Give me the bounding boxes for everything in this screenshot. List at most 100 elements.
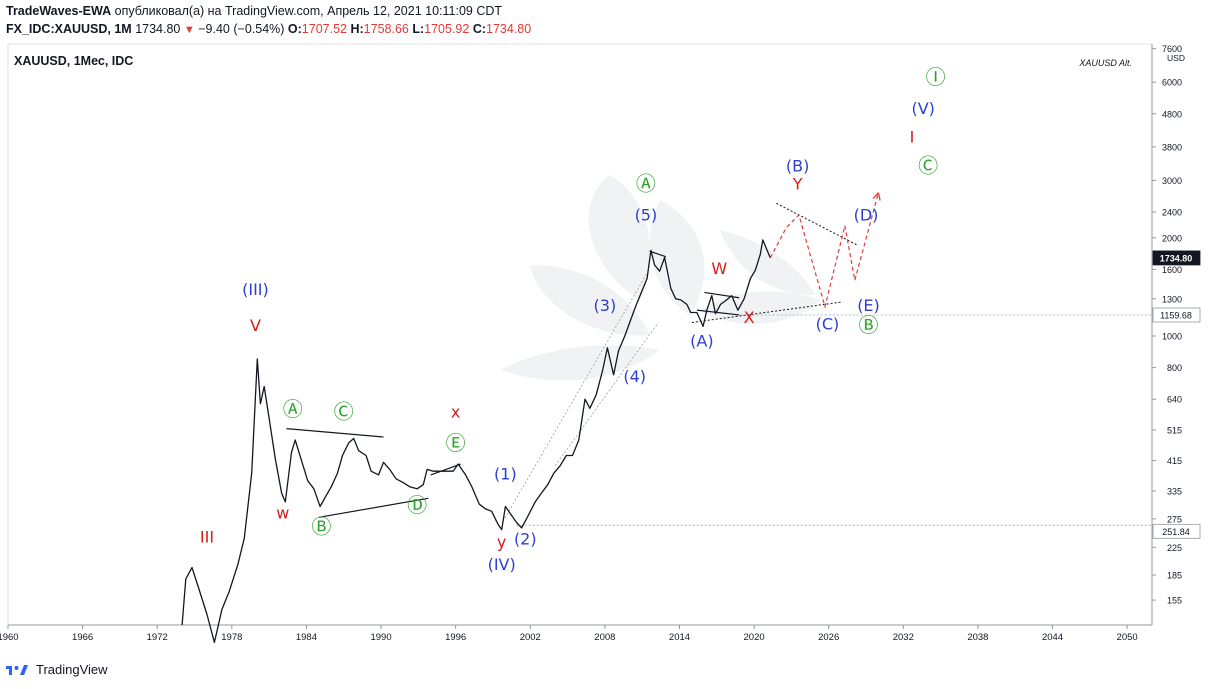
wave-label: Ⓘ bbox=[926, 65, 946, 89]
y-tick-label: 800 bbox=[1167, 363, 1182, 373]
x-tick-label: 1984 bbox=[296, 632, 317, 643]
y-tick-label: 415 bbox=[1167, 456, 1182, 466]
trendline bbox=[318, 497, 429, 518]
x-tick-label: 2020 bbox=[744, 632, 765, 643]
trendline bbox=[704, 291, 740, 299]
wave-label: Ⓑ bbox=[858, 313, 878, 337]
x-tick-label: 1978 bbox=[221, 632, 242, 643]
y-tick-label: 335 bbox=[1167, 486, 1182, 496]
y-tick-label: 4800 bbox=[1162, 109, 1182, 119]
high-value: 1758.66 bbox=[363, 22, 409, 36]
x-tick-label: 2026 bbox=[818, 632, 839, 643]
tradingview-watermark bbox=[500, 175, 820, 381]
price-tag-text: 1159.68 bbox=[1160, 310, 1192, 320]
wave-label: x bbox=[451, 403, 460, 422]
close-value: 1734.80 bbox=[486, 22, 532, 36]
wave-label: (5) bbox=[635, 206, 658, 225]
projection-arrowhead bbox=[872, 192, 881, 201]
x-tick-label: 2044 bbox=[1042, 632, 1063, 643]
wave-label: X bbox=[744, 308, 755, 327]
y-tick-label: 7600 bbox=[1162, 44, 1182, 54]
price-series bbox=[181, 239, 771, 644]
published-text: опубликовал(а) на TradingView.com, Апрел… bbox=[111, 4, 503, 18]
axis-ticks: 1960 1966 1972 1978 1984 1990 1996 2002 2008 2014… bbox=[0, 44, 1182, 643]
wave-label: (D) bbox=[854, 206, 879, 225]
y-tick-label: 155 bbox=[1167, 596, 1182, 606]
symbol-label: FX_IDC:XAUUSD, 1M bbox=[6, 22, 132, 36]
projection-path bbox=[769, 192, 881, 310]
down-arrow-icon: ▼ bbox=[183, 24, 195, 36]
x-tick-label: 1972 bbox=[147, 632, 168, 643]
wave-label: V bbox=[250, 316, 261, 335]
y-unit-label: USD bbox=[1167, 53, 1185, 63]
x-tick-label: 1960 bbox=[0, 632, 19, 643]
ohlc-line: FX_IDC:XAUUSD, 1M 1734.80 ▼ −9.40 (−0.54… bbox=[6, 22, 531, 36]
low-label: L: bbox=[412, 22, 425, 36]
publication-line: TradeWaves-EWA опубликовал(а) на Trading… bbox=[6, 4, 502, 18]
high-label: H: bbox=[350, 22, 364, 36]
y-tick-label: 225 bbox=[1167, 543, 1182, 553]
price-tags: 1734.80 1159.68 251.84 bbox=[1152, 250, 1201, 539]
price-tag-box bbox=[1152, 250, 1201, 266]
wave-label: Ⓑ bbox=[311, 514, 331, 538]
x-tick-label: 2050 bbox=[1117, 632, 1138, 643]
footer-brand[interactable]: TradingView bbox=[6, 662, 108, 677]
projection-line bbox=[769, 192, 879, 310]
open-value: 1707.52 bbox=[301, 22, 347, 36]
x-tick-label: 1966 bbox=[72, 632, 93, 643]
x-tick-label: 2032 bbox=[893, 632, 914, 643]
trendline bbox=[649, 250, 666, 258]
wave-label: Ⓒ bbox=[918, 153, 938, 177]
wave-label: Ⓐ bbox=[283, 397, 303, 421]
price-tag-box bbox=[1152, 307, 1201, 323]
wave-label: (III) bbox=[242, 280, 269, 299]
chart-subtitle: XAUUSD Alt. bbox=[1078, 58, 1132, 68]
wave-label: (4) bbox=[623, 367, 646, 386]
trendline bbox=[696, 309, 740, 316]
x-tick-label: 2008 bbox=[594, 632, 615, 643]
x-tick-label: 1996 bbox=[445, 632, 466, 643]
annotation-lines bbox=[286, 202, 1152, 526]
y-tick-label: 275 bbox=[1167, 514, 1182, 524]
y-tick-label: 2000 bbox=[1162, 233, 1182, 243]
wave-label: Ⓐ bbox=[636, 172, 656, 196]
wave-label: w bbox=[276, 503, 289, 522]
y-tick-label: 1600 bbox=[1162, 265, 1182, 275]
close-label: C: bbox=[472, 22, 487, 36]
y-tick-label: 6000 bbox=[1162, 78, 1182, 88]
trendline bbox=[776, 202, 858, 246]
wave-label: III bbox=[200, 528, 214, 547]
author-name[interactable]: TradeWaves-EWA bbox=[6, 4, 112, 18]
y-tick-label: 2400 bbox=[1162, 207, 1182, 217]
price-tag-text: 251.84 bbox=[1162, 527, 1190, 537]
wave-label: (3) bbox=[594, 296, 617, 315]
y-tick-label: 185 bbox=[1167, 571, 1182, 581]
wave-label: (C) bbox=[816, 315, 840, 334]
y-tick-label: 640 bbox=[1167, 395, 1182, 405]
chart-title: XAUUSD, 1Mес, IDC bbox=[14, 54, 133, 68]
y-tick-label: 515 bbox=[1167, 425, 1182, 435]
price-tag-text: 1734.80 bbox=[1160, 253, 1193, 263]
low-value: 1705.92 bbox=[424, 22, 470, 36]
plot-frame bbox=[7, 43, 1153, 626]
wave-label: Ⓒ bbox=[334, 400, 354, 424]
wave-label: Ⓔ bbox=[446, 431, 466, 455]
wave-label: (B) bbox=[786, 156, 809, 175]
tradingview-logo-icon bbox=[6, 664, 28, 675]
y-tick-label: 3000 bbox=[1162, 176, 1182, 186]
wave-label: (A) bbox=[690, 331, 713, 350]
wave-label: Ⓓ bbox=[407, 493, 427, 517]
wave-label: Y bbox=[792, 175, 803, 194]
price-line bbox=[181, 239, 771, 644]
trendline bbox=[691, 301, 842, 323]
wave-label: (2) bbox=[514, 529, 537, 548]
x-tick-label: 2002 bbox=[520, 632, 541, 643]
wave-label: I bbox=[910, 127, 915, 146]
x-tick-label: 2014 bbox=[669, 632, 690, 643]
wave-label: W bbox=[711, 259, 727, 278]
trendline bbox=[430, 463, 461, 476]
y-tick-label: 3800 bbox=[1162, 142, 1182, 152]
wave-label: y bbox=[497, 532, 506, 551]
price-chart[interactable]: XAUUSD, 1Mес, IDC XAUUSD Alt. USD 1960 19… bbox=[0, 0, 1212, 660]
trendline bbox=[554, 322, 659, 467]
